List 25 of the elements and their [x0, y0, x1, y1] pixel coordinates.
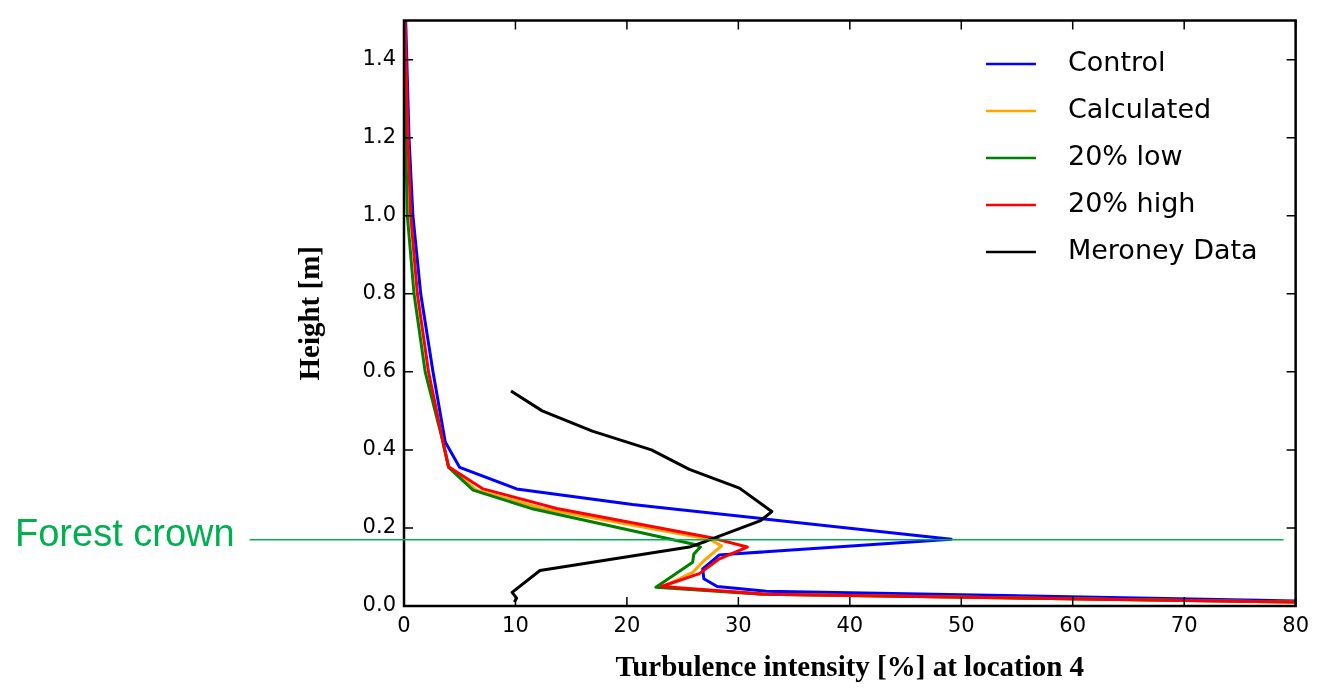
- y-tick-label: 1.2: [362, 124, 396, 149]
- legend-label: 20% low: [1067, 140, 1183, 172]
- ref-line-label: Forest crown: [15, 512, 235, 555]
- y-tick-label: 0.2: [362, 514, 396, 539]
- y-axis-title: Height [m]: [292, 246, 325, 381]
- x-tick-label: 40: [836, 613, 864, 638]
- x-tick-label: 10: [502, 613, 529, 638]
- x-tick-label: 50: [947, 613, 975, 638]
- legend-label: 20% high: [1067, 187, 1196, 219]
- x-axis-title: Turbulence intensity [%] at location 4: [615, 650, 1085, 683]
- y-tick-label: 0.4: [362, 436, 396, 461]
- x-tick-label: 70: [1170, 613, 1198, 638]
- y-tick-label: 1.0: [362, 202, 396, 227]
- y-tick-label: 1.4: [362, 46, 396, 71]
- x-tick-label: 30: [725, 613, 752, 638]
- y-tick-label: 0.8: [362, 280, 396, 305]
- x-tick-label: 80: [1282, 613, 1310, 638]
- x-tick-label: 0: [397, 613, 411, 638]
- legend-label: Calculated: [1067, 93, 1212, 125]
- legend-label: Control: [1067, 46, 1166, 78]
- x-tick-label: 60: [1059, 613, 1087, 638]
- x-tick-label: 20: [613, 613, 641, 638]
- legend-label: Meroney Data: [1067, 234, 1258, 266]
- y-tick-label: 0.0: [362, 592, 396, 617]
- y-tick-label: 0.6: [362, 358, 396, 383]
